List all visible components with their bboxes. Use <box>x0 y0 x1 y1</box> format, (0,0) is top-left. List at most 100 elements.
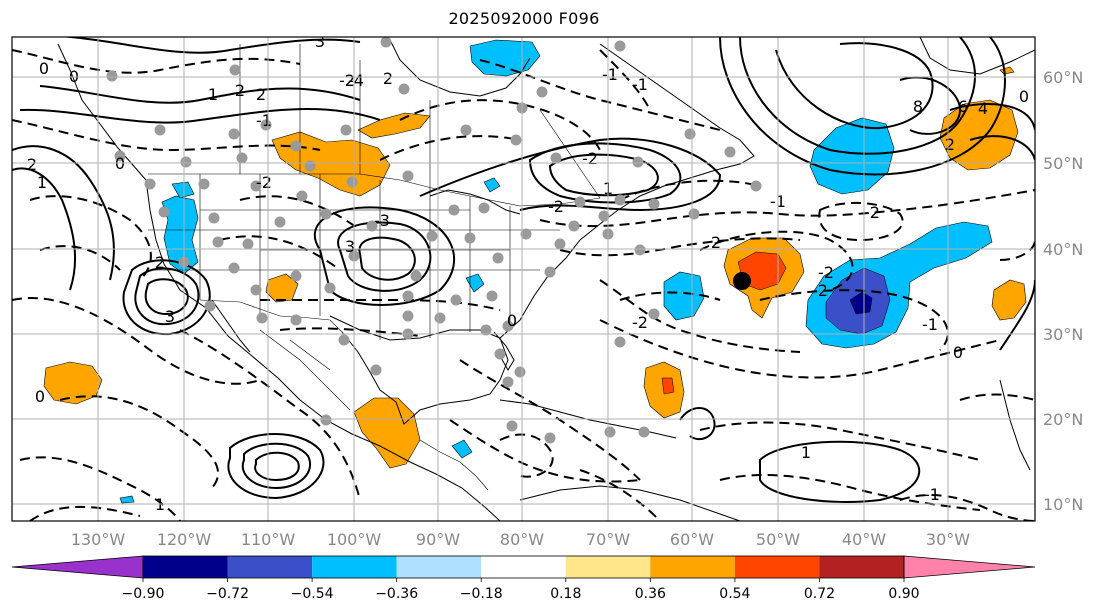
greenland-south <box>919 37 1035 75</box>
gridlines <box>12 37 1035 521</box>
gulf-of-mexico-coast <box>329 315 509 425</box>
lon-label: 60°W <box>670 530 714 549</box>
colorbar-extend-low <box>11 555 144 579</box>
contour-label: 4 <box>978 99 988 118</box>
contour-label: -2 <box>812 281 828 300</box>
west-africa-coast <box>999 379 1031 471</box>
lon-label: 50°W <box>756 530 800 549</box>
colorbar-segment <box>481 556 566 578</box>
contour-label: -2 <box>582 149 598 168</box>
negative-region <box>483 177 501 193</box>
baja-california <box>211 299 251 353</box>
colorbar-segment <box>312 556 397 578</box>
contour-label: 1 <box>801 443 811 462</box>
colorbar-tick-label: 0.18 <box>550 586 581 602</box>
lat-label: 20°N <box>1043 410 1083 429</box>
colorbar-segment <box>650 556 735 578</box>
lon-label: 120°W <box>157 530 212 549</box>
contour-label: -1 <box>256 111 272 130</box>
colorbar-frame <box>142 555 905 579</box>
colorbar-tick-label: 0.90 <box>888 586 919 602</box>
contour-label: -4 <box>348 71 364 90</box>
contour-label: 0 <box>39 59 49 78</box>
map-layers: 001223-1-2-3-42-232108642-1-22-20-2-11-1… <box>12 32 1035 521</box>
contour-label: 2 <box>235 81 245 100</box>
lon-label: 40°W <box>842 530 886 549</box>
colorbar-segment <box>143 556 228 578</box>
contour-label: 2 <box>711 233 721 252</box>
contour-label: -1 <box>922 315 938 334</box>
mexico-interior <box>259 329 351 411</box>
contour-label: -1 <box>924 485 940 504</box>
strong-positive-region <box>661 377 675 395</box>
colorbar: −0.90 −0.72 −0.54 −0.36 −0.18 0.18 0.36 0.54 0.7… <box>11 555 1036 602</box>
lon-label: 110°W <box>241 530 296 549</box>
positive-region <box>991 279 1027 321</box>
contour-label: 3 <box>315 32 325 51</box>
lon-label: 80°W <box>500 530 544 549</box>
negative-region <box>161 195 199 275</box>
contour-label: 2 <box>945 135 955 154</box>
lon-label: 90°W <box>416 530 460 549</box>
contour-label: -2 <box>864 203 880 222</box>
lat-label: 10°N <box>1043 495 1083 514</box>
contour-label: 0 <box>507 311 517 330</box>
contour-label-layer: 001223-1-2-3-42-232108642-1-22-20-2-11-1… <box>27 32 1029 514</box>
colorbar-segment <box>734 556 820 578</box>
deep-negative-region <box>849 291 873 315</box>
latitude-axis: 60°N 50°N 40°N 30°N 20°N 10°N <box>1043 68 1083 514</box>
negative-contours <box>12 49 1035 521</box>
contour-label: 8 <box>913 97 923 116</box>
negative-region <box>465 273 485 293</box>
contour-label: 1 <box>208 85 218 104</box>
colorbar-segment <box>565 556 651 578</box>
cuba-caribbean <box>499 399 677 439</box>
contour-label: -3 <box>374 211 390 230</box>
contour-label: -1 <box>632 75 648 94</box>
hudson-bay <box>389 39 531 97</box>
contour-label: 2 <box>256 85 266 104</box>
contour-label: 2 <box>27 155 37 174</box>
highlight-marker <box>733 272 751 290</box>
positive-region <box>999 66 1015 75</box>
contour-label: 0 <box>953 343 963 362</box>
colorbar-segment <box>819 556 904 578</box>
lat-label: 40°N <box>1043 240 1083 259</box>
positive-region <box>357 112 431 139</box>
plot-title: 2025092000 F096 <box>448 9 600 28</box>
contour-label: 2 <box>383 69 393 88</box>
lat-label: 60°N <box>1043 68 1083 87</box>
contour-lines <box>12 37 1035 521</box>
negative-region <box>119 495 135 504</box>
contour-label: 0 <box>1019 87 1029 106</box>
colorbar-tick-label: 0.36 <box>635 586 666 602</box>
colorbar-tick-label: 0.54 <box>719 586 750 602</box>
lon-label: 30°W <box>926 530 970 549</box>
colorbar-tick-label: −0.54 <box>291 586 334 602</box>
lat-label: 30°N <box>1043 325 1083 344</box>
contour-label: -2 <box>256 173 272 192</box>
colorbar-tick-label: −0.36 <box>375 586 418 602</box>
colorbar-tick-label: −0.18 <box>460 586 503 602</box>
east-coast-north-america <box>499 43 755 339</box>
contour-label: 0 <box>35 387 45 406</box>
south-america-north-coast <box>519 485 741 521</box>
contour-label: -2 <box>818 263 834 282</box>
colorbar-tick-label: −0.90 <box>122 586 165 602</box>
contour-label: 3 <box>165 307 175 326</box>
positive-contours <box>12 37 1035 503</box>
contour-label: 2 <box>155 253 165 272</box>
colorbar-extend-high <box>903 555 1036 579</box>
lat-label: 50°N <box>1043 154 1083 173</box>
negative-region <box>663 271 705 321</box>
lon-label: 130°W <box>71 530 126 549</box>
us-canada-border <box>148 173 601 207</box>
negative-region <box>171 181 195 199</box>
contour-label: -1 <box>602 65 618 84</box>
contour-label: -2 <box>632 313 648 332</box>
colorbar-tick-label: −0.72 <box>206 586 249 602</box>
lon-label: 100°W <box>327 530 382 549</box>
positive-region <box>353 397 421 469</box>
central-america <box>419 439 489 491</box>
